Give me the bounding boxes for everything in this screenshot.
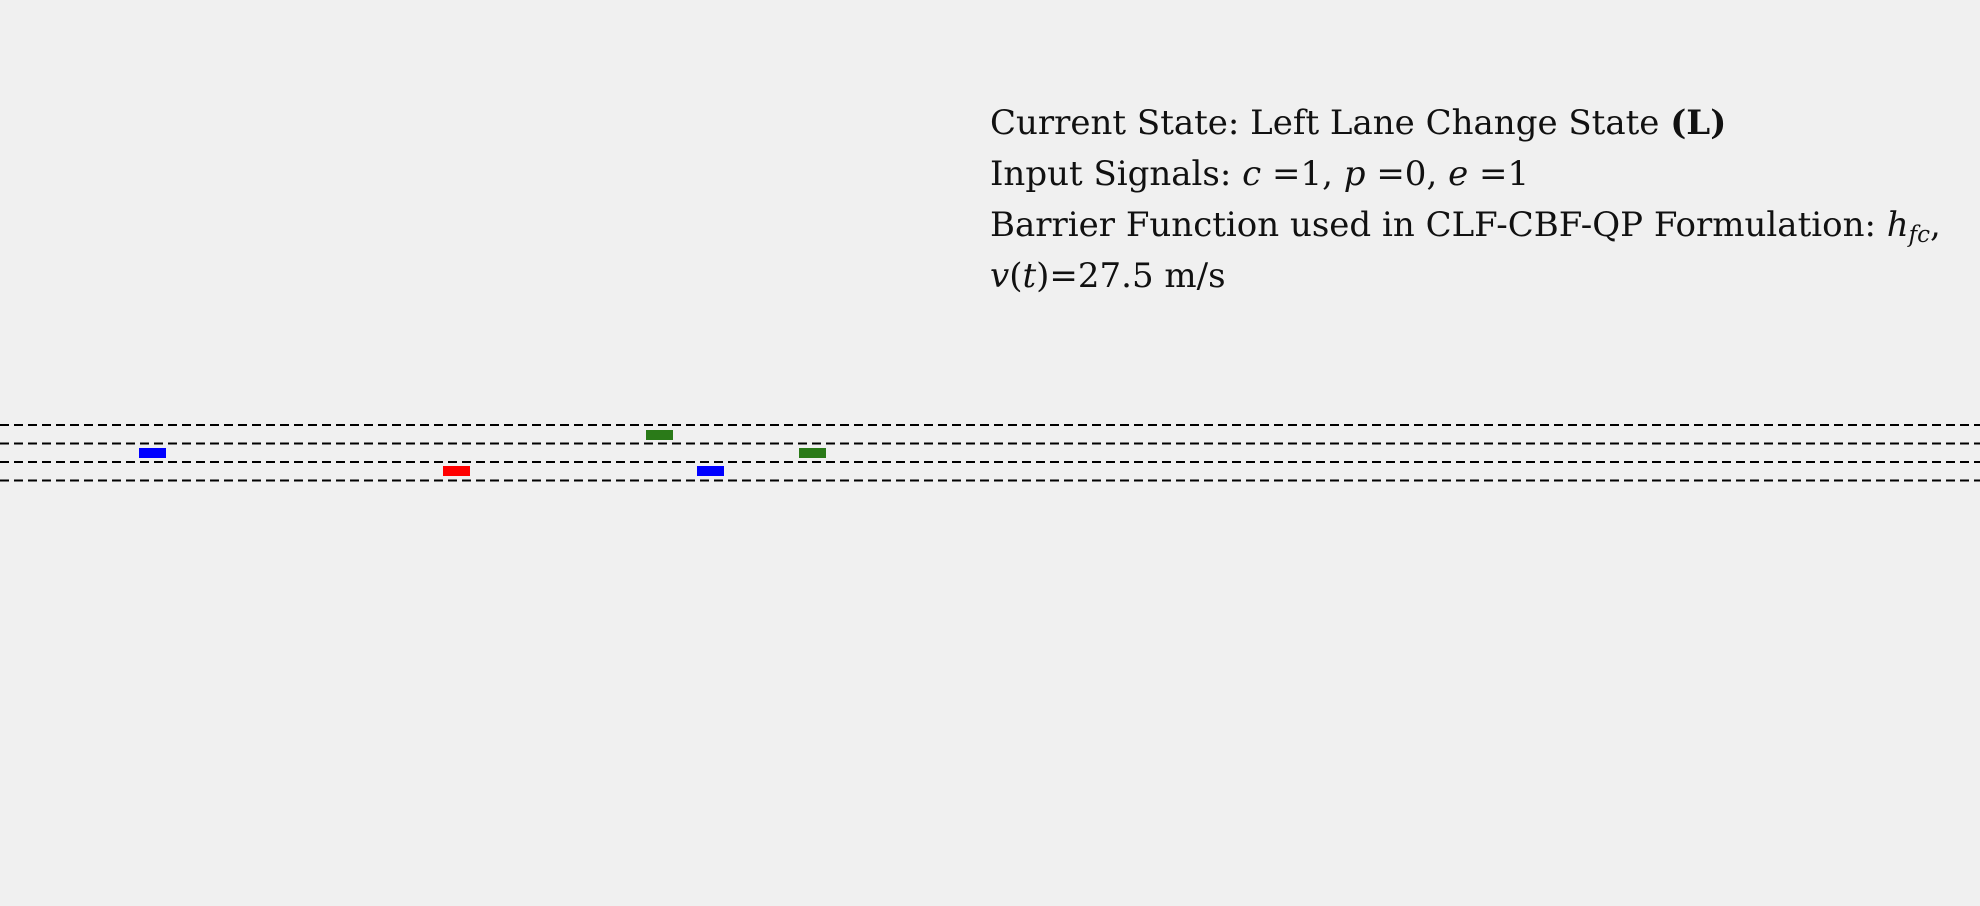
signal-p-value: =0,: [1365, 154, 1449, 194]
signal-e-var: e: [1448, 154, 1469, 194]
current-state-text: Current State: Left Lane Change State: [990, 103, 1671, 143]
ego-vehicle-red: [443, 466, 470, 476]
barrier-function-subscript: fc: [1908, 222, 1931, 248]
input-signals-line: Input Signals: c =1, p =0, e =1: [990, 149, 1941, 200]
velocity-value: )=27.5 m/s: [1036, 256, 1226, 296]
barrier-function-var: h: [1886, 205, 1909, 245]
vehicle-green-1: [646, 430, 673, 440]
vehicles: [139, 430, 826, 476]
vehicle-blue-1: [139, 448, 166, 458]
vehicle-blue-2: [697, 466, 724, 476]
current-state-line: Current State: Left Lane Change State (L…: [990, 98, 1941, 149]
velocity-time-var: t: [1022, 256, 1037, 296]
signal-p-var: p: [1343, 154, 1366, 194]
info-panel: Current State: Left Lane Change State (L…: [990, 98, 1941, 302]
signal-c-value: =1,: [1261, 154, 1344, 194]
signal-c-var: c: [1242, 154, 1262, 194]
velocity-paren: (: [1009, 256, 1023, 296]
barrier-function-label: Barrier Function used in CLF-CBF-QP Form…: [990, 205, 1887, 245]
velocity-var: v: [990, 256, 1010, 296]
input-signals-label: Input Signals:: [990, 154, 1243, 194]
barrier-function-line: Barrier Function used in CLF-CBF-QP Form…: [990, 200, 1941, 251]
vehicle-green-2: [799, 448, 826, 458]
lane-markings: [0, 424, 1980, 482]
barrier-function-comma: ,: [1930, 205, 1941, 245]
velocity-line: v(t)=27.5 m/s: [990, 251, 1941, 302]
current-state-code: (L): [1670, 103, 1727, 143]
signal-e-value: =1: [1468, 154, 1530, 194]
